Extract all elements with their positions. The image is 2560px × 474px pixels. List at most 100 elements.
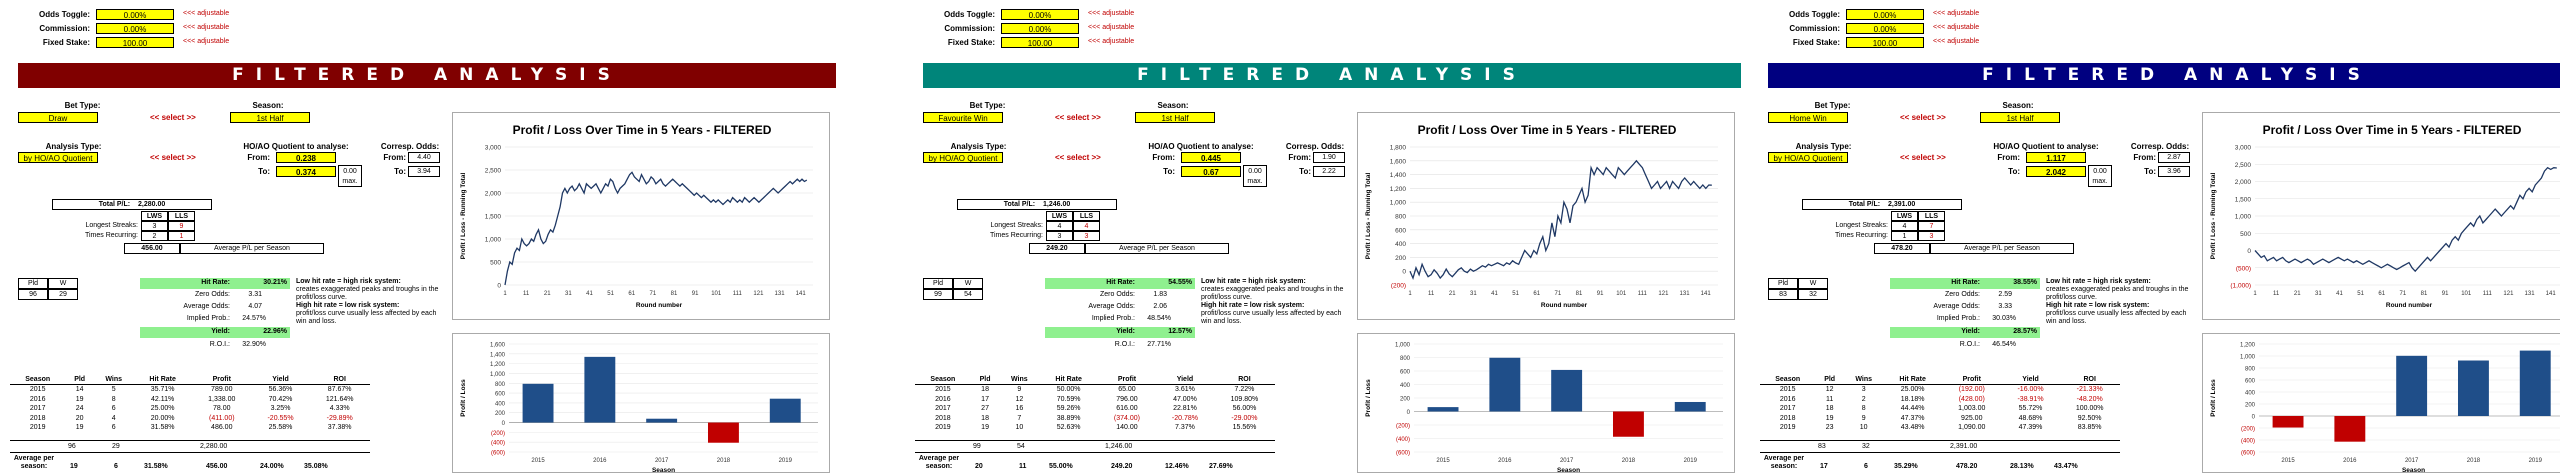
x-tick-label: 2015 [1436,458,1450,464]
cell-hit: 20.00% [150,414,175,422]
analysis-type-select[interactable]: by HO/AO Quotient [18,152,98,163]
avg-pl-label: Average P/L per Season [1930,243,2074,254]
yield-row [1890,327,2040,338]
y-tick-label: 0 [1402,269,1406,276]
risk-notes: Low hit rate = high risk system: creates… [296,278,441,326]
x-tick-label: 21 [1449,291,1456,297]
avg-pl-label: Average P/L per Season [180,243,324,254]
adjustable-note: <<< adjustable [1933,24,1980,31]
season-label: Season: [252,101,284,110]
total-pl-value: 2,391.00 [1888,201,1916,208]
quotient-from-input[interactable]: 0.238 [276,152,336,163]
cell-season: 2018 [29,414,46,422]
odds-from-label: From: [1288,153,1311,162]
commission-input[interactable]: 0.00% [1846,23,1924,34]
fixed-stake-input[interactable]: 100.00 [1001,37,1079,48]
bet-type-select[interactable]: Favourite Win [923,112,1003,123]
cell-profit: 140.00 [1116,424,1138,432]
x-tick-label: 1 [2253,291,2257,297]
from-label: From: [1152,153,1175,162]
filtered-analysis-banner: FILTERED ANALYSIS [923,63,1741,88]
cell-profit: 486.00 [211,424,233,432]
table-row: 2016 17 12 70.59% 796.00 47.00% 109.80% [915,395,1275,405]
cell-pld: 20 [75,414,84,422]
y-tick-label: (600) [2241,451,2255,457]
bar-2018 [1612,411,1644,437]
total-pl-value: 1,246.00 [1043,201,1071,208]
lws-recurring: 2 [141,231,168,241]
x-tick-label: 2016 [2343,458,2357,464]
to-label: To: [1163,167,1175,176]
cell-yield: 3.25% [270,405,291,413]
analysis-type-label: Analysis Type: [1795,142,1852,151]
avg-wins: 6 [1864,463,1868,470]
cell-wins: 6 [111,424,116,432]
cell-wins: 2 [1861,395,1866,403]
cell-roi: 100.00% [2075,405,2104,413]
quotient-to-input[interactable]: 2.042 [2026,166,2086,177]
odds-toggle-input[interactable]: 0.00% [1846,9,1924,20]
col-pld: Pld [970,374,1000,385]
cell-hit: 25.00% [1900,386,1925,394]
line-chart-svg: 1,800 1,600 1,400 1,200 1,000 800 600 400 200 0 (2… [1365,145,1718,309]
analysis-type-select[interactable]: by HO/AO Quotient [923,152,1003,163]
y-tick-label: 200 [1395,255,1406,262]
note-high-text: profit/loss curve usually less affected … [1201,310,1342,325]
y-tick-label: 1,500 [2235,196,2252,203]
w-header: W [48,278,78,289]
line-chart: Profit / Loss Over Time in 5 Years - FIL… [1357,112,1735,320]
cell-profit: (411.00) [208,414,235,422]
lws-header: LWS [1891,211,1918,221]
roi-value: 32.90% [242,341,266,348]
avg-pl-value: 456.00 [124,243,180,254]
y-tick-label: 600 [1400,370,1411,376]
season-select[interactable]: 1st Half [1135,112,1215,123]
col-season: Season [1760,374,1816,385]
quotient-from-input[interactable]: 0.445 [1181,152,1241,163]
max-value: 0.00 [343,168,357,175]
y-tick-label: 600 [1395,227,1406,234]
implied-prob-value: 24.57% [242,315,266,322]
analysis-type-select[interactable]: by HO/AO Quotient [1768,152,1848,163]
y-tick-label: (200) [1396,424,1410,430]
total-pl-label: Total P/L: [98,201,131,208]
x-tick-label: 91 [2442,291,2449,297]
cell-season: 2015 [935,386,951,394]
odds-toggle-input[interactable]: 0.00% [96,9,174,20]
quotient-to-input[interactable]: 0.374 [276,166,336,177]
bet-type-select[interactable]: Home Win [1768,112,1848,123]
odds-toggle-input[interactable]: 0.00% [1001,9,1079,20]
cell-wins: 3 [1861,386,1866,394]
max-value: 0.00 [2093,168,2107,175]
cell-hit: 35.71% [150,386,175,394]
commission-input[interactable]: 0.00% [96,23,174,34]
lls-header: LLS [1918,211,1945,221]
y-tick-label: (200) [491,431,505,437]
x-tick-label: 131 [1680,291,1691,297]
pld-value: 99 [923,289,953,300]
avg-odds-label: Average Odds: [183,303,230,310]
analysis-type-select-hint: << select >> [1055,153,1101,162]
lls-value: 4 [1073,221,1100,231]
cell-yield: -16.00% [2017,386,2044,394]
col-season: Season [915,374,971,385]
x-tick-label: 1 [503,291,507,297]
total-profit: 2,391.00 [1950,443,1978,450]
cell-pld: 19 [1825,414,1834,422]
analysis-panel: Odds Toggle: 0.00% <<< adjustable Commis… [1750,0,2560,474]
y-tick-label: 1,800 [1390,145,1407,152]
bet-type-select[interactable]: Draw [18,112,98,123]
season-select[interactable]: 1st Half [1980,112,2060,123]
bar-chart-svg: 1,200 1,000 800 600 400 200 0 (200) (400) (600) 20… [2210,343,2560,474]
fixed-stake-input[interactable]: 100.00 [96,37,174,48]
fixed-stake-input[interactable]: 100.00 [1846,37,1924,48]
quotient-from-input[interactable]: 1.117 [2026,152,2086,163]
corresp-odds-label: Corresp. Odds: [380,142,440,151]
season-select[interactable]: 1st Half [230,112,310,123]
cell-wins: 10 [1015,424,1024,432]
pld-value: 83 [1768,289,1798,300]
avg-roi: 27.69% [1209,463,1233,470]
quotient-to-input[interactable]: 0.67 [1181,166,1241,177]
commission-input[interactable]: 0.00% [1001,23,1079,34]
cell-yield: 48.68% [2018,414,2043,422]
